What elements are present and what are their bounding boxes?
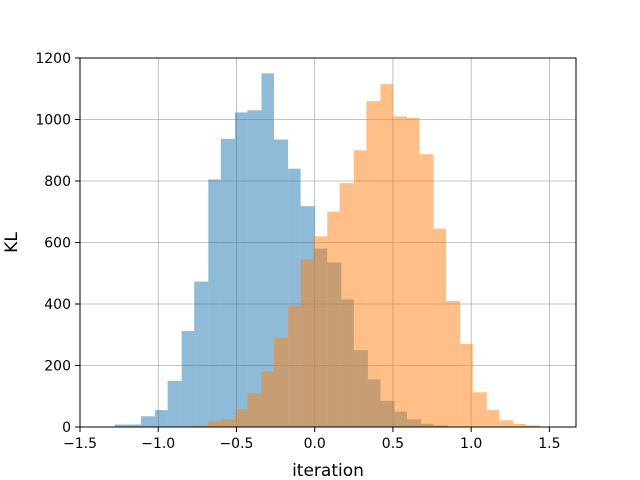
histogram-bar <box>261 371 275 427</box>
histogram-bar <box>353 150 367 427</box>
y-tick-label: 800 <box>44 174 71 190</box>
y-tick-label: 200 <box>44 359 71 375</box>
y-tick-label: 1000 <box>35 113 71 129</box>
histogram-bar <box>339 183 354 427</box>
x-axis-label: iteration <box>292 461 364 480</box>
histogram-bar <box>513 423 526 427</box>
histogram-bar <box>181 331 195 427</box>
x-axis-ticks: −1.5 −1.0 −0.5 0.0 0.5 1.0 1.5 <box>63 427 561 452</box>
histogram-bar <box>525 425 541 427</box>
y-tick-label: 0 <box>62 420 71 436</box>
histogram-bar <box>472 392 487 427</box>
histogram-bar <box>288 305 301 427</box>
histogram-bar <box>141 416 156 427</box>
histogram-bar <box>419 154 434 427</box>
x-tick-label: 1.5 <box>538 436 560 452</box>
x-tick-label: 1.0 <box>460 436 482 452</box>
histogram-bar <box>380 84 393 427</box>
histogram-bar <box>261 73 275 427</box>
histogram-bar <box>499 420 514 427</box>
histogram-bar <box>446 300 461 427</box>
y-tick-label: 400 <box>44 297 71 313</box>
y-tick-label: 1200 <box>35 51 71 67</box>
histogram-bar <box>313 236 328 427</box>
x-tick-label: 0.0 <box>304 436 326 452</box>
histogram-bars <box>114 73 541 428</box>
histogram-bar <box>155 410 168 427</box>
histogram-bar <box>114 424 129 427</box>
histogram-bar <box>247 393 262 427</box>
histogram-bar <box>300 259 314 427</box>
x-tick-label: −1.0 <box>141 436 175 452</box>
series-2 <box>194 84 541 428</box>
histogram-bar <box>274 337 289 427</box>
histogram-bar <box>327 211 340 427</box>
x-tick-label: −0.5 <box>219 436 253 452</box>
histogram-bar <box>194 425 209 427</box>
y-axis-ticks: 0 200 400 600 800 1000 1200 <box>35 51 80 436</box>
histogram-bar <box>366 101 381 428</box>
histogram-bar <box>460 343 473 427</box>
x-tick-label: −1.5 <box>63 436 97 452</box>
histogram-bar <box>407 117 420 428</box>
histogram-bar <box>194 281 209 427</box>
histogram-bar <box>433 228 447 427</box>
histogram-bar <box>392 116 408 428</box>
y-axis-label: KL <box>2 232 22 253</box>
histogram-bar <box>220 138 235 427</box>
histogram-bar <box>208 179 221 427</box>
x-tick-label: 0.5 <box>382 436 404 452</box>
histogram-bar <box>234 112 248 428</box>
histogram-bar <box>234 409 248 427</box>
histogram-bar <box>247 110 262 428</box>
histogram-bar <box>486 410 500 427</box>
histogram-bar <box>208 420 221 427</box>
y-tick-label: 600 <box>44 236 71 252</box>
histogram-bar <box>220 419 235 427</box>
histogram-bar <box>167 380 182 427</box>
histogram-bar <box>128 424 142 427</box>
